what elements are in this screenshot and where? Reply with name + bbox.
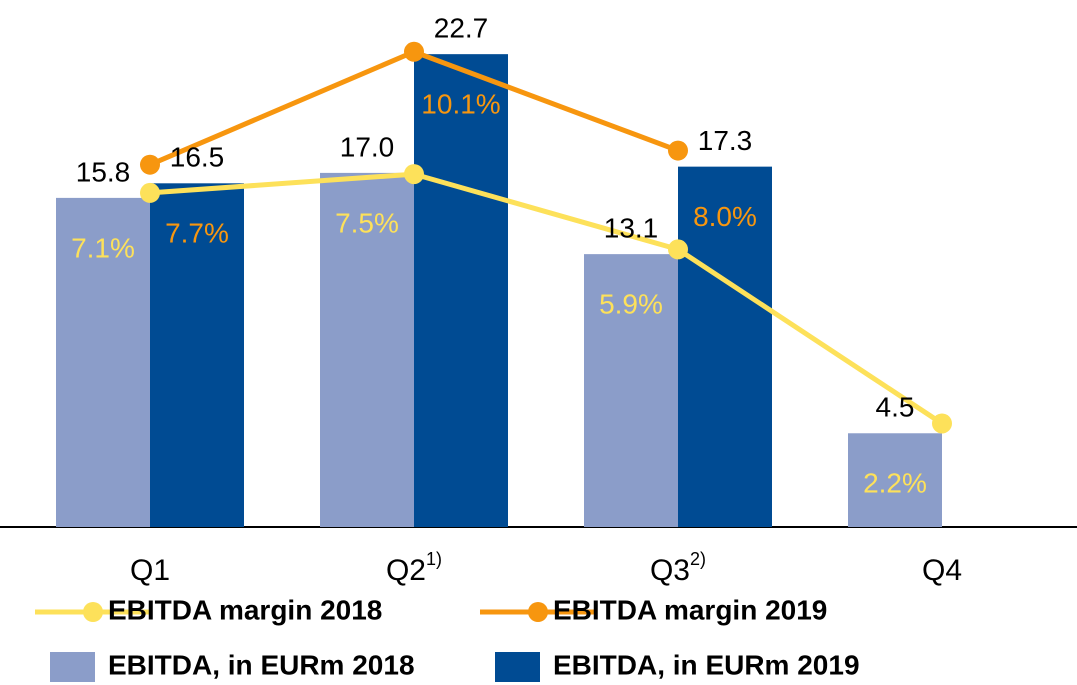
data-label: 22.7 xyxy=(434,13,489,44)
line-marker xyxy=(404,164,424,185)
category-note: 1) xyxy=(426,549,442,569)
margin-label: 10.1% xyxy=(421,89,500,120)
legend-label: EBITDA, in EURm 2018 xyxy=(108,649,415,680)
margin-label: 7.5% xyxy=(335,207,399,238)
line xyxy=(149,171,944,426)
category-note: 2) xyxy=(690,549,706,569)
legend-marker xyxy=(83,602,103,622)
bar xyxy=(414,54,508,527)
legend-label: EBITDA, in EURm 2019 xyxy=(553,649,860,680)
x-tick-label: Q4 xyxy=(922,554,962,587)
x-tick-label: Q21) xyxy=(386,549,442,587)
bar xyxy=(150,183,244,527)
data-label: 4.5 xyxy=(876,392,915,423)
line-marker xyxy=(668,140,688,161)
data-label: 17.0 xyxy=(340,131,395,162)
line-marker xyxy=(668,239,688,260)
data-label: 13.1 xyxy=(604,213,659,244)
bar xyxy=(56,197,150,527)
line-marker xyxy=(932,413,952,434)
legend-swatch xyxy=(495,652,540,682)
line-marker xyxy=(404,41,424,62)
category: Q3 xyxy=(650,554,690,587)
data-label: 16.5 xyxy=(170,142,225,173)
margin-label: 7.1% xyxy=(71,232,135,263)
category: Q2 xyxy=(386,554,426,587)
category: Q4 xyxy=(922,554,962,587)
line-marker xyxy=(140,182,160,203)
bar xyxy=(320,172,414,527)
bar xyxy=(584,254,678,528)
margin-label: 8.0% xyxy=(693,201,757,232)
line-marker xyxy=(140,154,160,175)
data-label: 17.3 xyxy=(698,125,753,156)
legend-marker xyxy=(528,602,548,622)
legend-label: EBITDA margin 2019 xyxy=(553,594,827,625)
bar xyxy=(678,166,772,527)
margin-label: 7.7% xyxy=(165,218,229,249)
x-tick-label: Q1 xyxy=(130,554,170,587)
category: Q1 xyxy=(130,554,170,587)
legend-swatch xyxy=(50,652,95,682)
margin-label: 2.2% xyxy=(863,468,927,499)
legend-label: EBITDA margin 2018 xyxy=(108,594,382,625)
x-tick-label: Q32) xyxy=(650,549,706,587)
bar xyxy=(848,433,942,527)
data-label: 15.8 xyxy=(76,156,131,187)
margin-label: 5.9% xyxy=(599,289,663,320)
